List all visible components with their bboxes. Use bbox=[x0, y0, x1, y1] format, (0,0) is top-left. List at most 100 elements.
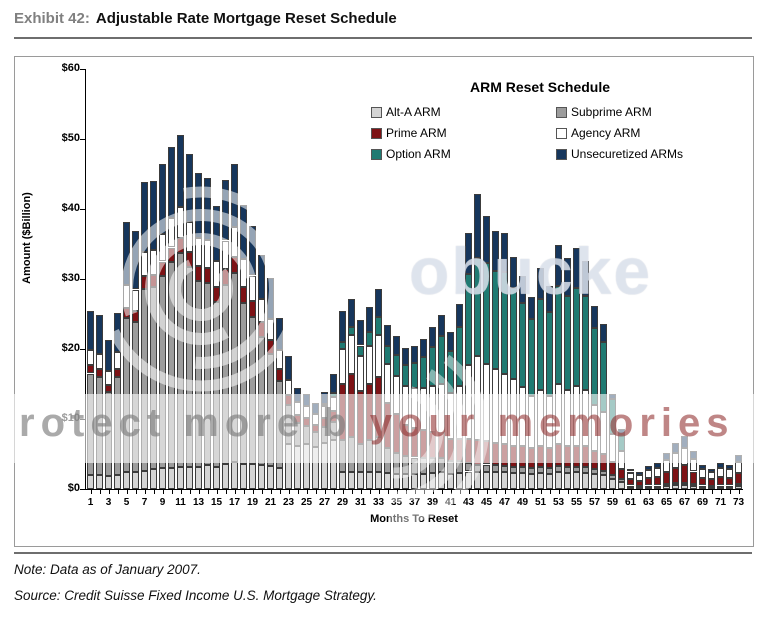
bar-month-52-option-arm bbox=[546, 311, 553, 396]
bar-month-61-option-arm bbox=[627, 471, 634, 474]
bar-month-55-unsecuretized-arms bbox=[573, 248, 580, 289]
bar-month-6-alt-a-arm bbox=[132, 472, 139, 489]
bar-month-50-agency-arm bbox=[528, 395, 535, 449]
bar-month-61-prime-arm bbox=[627, 479, 634, 486]
bar-month-57-unsecuretized-arms bbox=[591, 306, 598, 328]
bar-month-17-alt-a-arm bbox=[231, 462, 238, 489]
bar-month-36-agency-arm bbox=[402, 386, 409, 425]
x-tick bbox=[666, 490, 668, 494]
bar-month-64-subprime-arm bbox=[654, 485, 661, 488]
bar-month-12-prime-arm bbox=[186, 251, 193, 268]
bar-month-64-agency-arm bbox=[654, 468, 661, 478]
bar-month-23-alt-a-arm bbox=[285, 443, 292, 489]
x-tick bbox=[144, 490, 146, 494]
bar-month-60-unsecuretized-arms bbox=[618, 428, 625, 435]
bar-month-20-prime-arm bbox=[258, 322, 265, 338]
bar-month-54-prime-arm bbox=[564, 446, 571, 468]
bar-month-4-unsecuretized-arms bbox=[114, 313, 121, 352]
bar-month-4-alt-a-arm bbox=[114, 475, 121, 489]
bar-month-31-prime-arm bbox=[357, 391, 364, 444]
bar-month-62-subprime-arm bbox=[636, 486, 643, 489]
bar-month-33-subprime-arm bbox=[375, 436, 382, 472]
bar-month-52-alt-a-arm bbox=[546, 473, 553, 489]
bar-month-33-prime-arm bbox=[375, 377, 382, 437]
bar-month-21-agency-arm bbox=[267, 318, 274, 340]
bar-month-55-subprime-arm bbox=[573, 466, 580, 473]
bar-month-10-subprime-arm bbox=[168, 261, 175, 468]
x-tick bbox=[135, 490, 137, 494]
bar-month-5-agency-arm bbox=[123, 284, 130, 308]
bar-month-28-unsecuretized-arms bbox=[330, 374, 337, 394]
bar-month-67-alt-a-arm bbox=[681, 484, 688, 489]
bar-month-71-agency-arm bbox=[717, 468, 724, 478]
bar-month-29-agency-arm bbox=[339, 349, 346, 384]
bar-month-59-agency-arm bbox=[609, 434, 616, 463]
bar-month-22-alt-a-arm bbox=[276, 468, 283, 489]
bar-month-16-prime-arm bbox=[222, 269, 229, 286]
bar-month-57-option-arm bbox=[591, 328, 598, 405]
bar-month-35-alt-a-arm bbox=[393, 473, 400, 489]
bar-month-21-subprime-arm bbox=[267, 353, 274, 466]
bar-month-40-agency-arm bbox=[438, 384, 445, 433]
bar-month-19-alt-a-arm bbox=[249, 463, 256, 489]
bar-month-69-prime-arm bbox=[699, 477, 706, 486]
bar-month-8-agency-arm bbox=[150, 249, 157, 275]
bar-month-30-prime-arm bbox=[348, 373, 355, 437]
bar-month-69-subprime-arm bbox=[699, 485, 706, 488]
bar-month-62-unsecuretized-arms bbox=[636, 472, 643, 475]
bar-month-63-unsecuretized-arms bbox=[645, 465, 652, 471]
bar-month-49-option-arm bbox=[519, 302, 526, 387]
x-tick-label: 7 bbox=[141, 497, 148, 508]
bar-month-17-prime-arm bbox=[231, 256, 238, 274]
bar-month-55-option-arm bbox=[573, 288, 580, 387]
bar-month-38-prime-arm bbox=[420, 430, 427, 459]
bar-month-40-prime-arm bbox=[438, 433, 445, 459]
bar-month-14-alt-a-arm bbox=[204, 465, 211, 489]
bar-month-37-option-arm bbox=[411, 363, 418, 389]
bar-month-38-subprime-arm bbox=[420, 458, 427, 474]
bar-month-29-unsecuretized-arms bbox=[339, 310, 346, 342]
x-tick bbox=[486, 490, 488, 494]
bar-month-68-unsecuretized-arms bbox=[690, 451, 697, 459]
bar-month-22-agency-arm bbox=[276, 350, 283, 369]
bar-month-30-agency-arm bbox=[348, 335, 355, 374]
bar-month-31-option-arm bbox=[357, 345, 364, 356]
bar-month-18-alt-a-arm bbox=[240, 463, 247, 489]
bar-month-51-agency-arm bbox=[537, 390, 544, 447]
bottom-divider bbox=[14, 552, 752, 554]
x-tick-label: 51 bbox=[534, 497, 547, 508]
bar-month-58-alt-a-arm bbox=[600, 475, 607, 489]
x-tick bbox=[639, 490, 641, 494]
bar-month-48-prime-arm bbox=[510, 445, 517, 467]
x-tick-label: 17 bbox=[228, 497, 241, 508]
source-text: Source: Credit Suisse Fixed Income U.S. … bbox=[14, 588, 377, 603]
bar-month-63-subprime-arm bbox=[645, 485, 652, 488]
x-tick bbox=[495, 490, 497, 494]
x-tick-label: 19 bbox=[246, 497, 259, 508]
bar-month-11-prime-arm bbox=[177, 237, 184, 254]
bar-month-3-alt-a-arm bbox=[105, 476, 112, 489]
bar-month-34-unsecuretized-arms bbox=[384, 325, 391, 347]
bar-month-31-alt-a-arm bbox=[357, 471, 364, 489]
bar-month-33-unsecuretized-arms bbox=[375, 288, 382, 317]
x-tick-label: 29 bbox=[336, 497, 349, 508]
bar-month-4-agency-arm bbox=[114, 351, 121, 369]
bar-month-11-unsecuretized-arms bbox=[177, 134, 184, 207]
x-tick bbox=[117, 490, 119, 494]
bar-month-42-prime-arm bbox=[456, 438, 463, 461]
bar-month-14-prime-arm bbox=[204, 267, 211, 284]
x-tick bbox=[198, 490, 200, 494]
bar-month-20-subprime-arm bbox=[258, 337, 265, 466]
bar-month-7-alt-a-arm bbox=[141, 470, 148, 489]
x-tick bbox=[711, 490, 713, 494]
y-tick bbox=[80, 489, 85, 490]
bar-month-1-agency-arm bbox=[87, 349, 94, 366]
x-tick bbox=[648, 490, 650, 494]
bar-month-38-alt-a-arm bbox=[420, 473, 427, 489]
x-tick-label: 27 bbox=[318, 497, 331, 508]
bar-month-1-subprime-arm bbox=[87, 373, 94, 475]
bar-month-59-subprime-arm bbox=[609, 475, 616, 479]
x-tick bbox=[171, 490, 173, 494]
alt-a-swatch-icon bbox=[371, 106, 382, 118]
bar-month-63-prime-arm bbox=[645, 477, 652, 486]
